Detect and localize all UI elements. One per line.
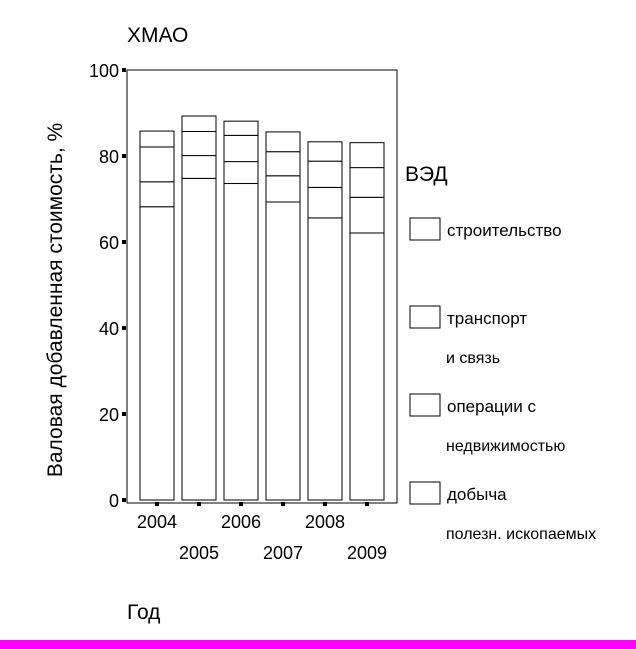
y-tick-mark xyxy=(122,498,126,502)
y-tick-label: 60 xyxy=(99,233,119,253)
y-tick-label: 100 xyxy=(89,61,119,81)
legend-swatch xyxy=(409,305,441,329)
x-tick-mark xyxy=(155,502,159,506)
legend-label-line2: полезн. ископаемых xyxy=(446,526,596,543)
legend-label-line2: и связь xyxy=(446,350,500,367)
bar-segment xyxy=(349,232,385,501)
x-tick-label: 2006 xyxy=(221,512,261,532)
x-tick-label: 2008 xyxy=(305,512,345,532)
bar-segment xyxy=(139,181,175,208)
bar-segment xyxy=(181,155,217,179)
x-tick-mark xyxy=(365,502,369,506)
bar-segment xyxy=(139,130,175,148)
bar-segment xyxy=(139,206,175,501)
legend-label-line2: недвижимостью xyxy=(446,438,565,455)
bar-segment xyxy=(265,151,301,177)
bar-segment xyxy=(349,196,385,234)
x-tick-label: 2005 xyxy=(179,543,219,563)
y-tick-label: 20 xyxy=(99,405,119,425)
legend: строительство транспорт и связь операции с н… xyxy=(409,217,596,543)
x-tick-mark xyxy=(281,502,285,506)
y-tick-mark xyxy=(122,240,126,244)
y-tick-mark xyxy=(122,68,126,72)
bar-segment xyxy=(181,130,217,157)
plot-frame xyxy=(126,69,398,504)
bar-segment xyxy=(181,115,217,132)
legend-swatch xyxy=(409,393,441,417)
y-axis-ticks: 0 20 40 60 80 100 xyxy=(89,61,126,511)
bar-segment xyxy=(223,134,259,163)
legend-label: добыча xyxy=(447,485,507,504)
bar-segment xyxy=(307,186,343,219)
bar-segment xyxy=(139,146,175,183)
bar-segment xyxy=(265,201,301,501)
bar-segment xyxy=(223,120,259,136)
legend-swatch xyxy=(409,217,441,241)
y-tick-label: 40 xyxy=(99,319,119,339)
x-tick-label: 2007 xyxy=(263,543,303,563)
legend-label: операции с xyxy=(447,397,536,416)
bars-group xyxy=(139,115,385,501)
x-tick-mark xyxy=(323,502,327,506)
bar-segment xyxy=(307,160,343,188)
bar-segment xyxy=(307,217,343,501)
y-tick-mark xyxy=(122,326,126,330)
y-tick-label: 80 xyxy=(99,147,119,167)
chart-title: ХМАО xyxy=(127,24,188,47)
legend-label: транспорт xyxy=(447,309,527,328)
bar-segment xyxy=(223,183,259,501)
x-tick-label: 2004 xyxy=(137,512,177,532)
bar-segment xyxy=(181,177,217,501)
x-tick-mark xyxy=(197,502,201,506)
bar-segment xyxy=(349,167,385,198)
x-tick-mark xyxy=(239,502,243,506)
y-tick-mark xyxy=(122,154,126,158)
bar-segment xyxy=(307,141,343,162)
x-axis-label: Год xyxy=(127,601,160,624)
bar-segment xyxy=(265,131,301,153)
y-tick-mark xyxy=(122,412,126,416)
x-tick-label: 2009 xyxy=(347,543,387,563)
legend-label: строительство xyxy=(447,221,562,240)
y-axis-label: Валовая добавленная стоимость, % xyxy=(44,123,67,477)
bar-segment xyxy=(265,175,301,203)
bar-segment xyxy=(349,142,385,169)
bottom-color-band xyxy=(0,640,636,649)
legend-title: ВЭД xyxy=(405,163,448,186)
bar-segment xyxy=(223,161,259,185)
legend-swatch xyxy=(409,481,441,505)
y-tick-label: 0 xyxy=(109,491,119,511)
